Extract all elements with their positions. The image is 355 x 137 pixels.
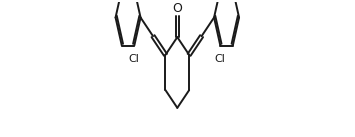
Text: Cl: Cl xyxy=(215,54,226,64)
Text: O: O xyxy=(173,2,182,15)
Text: Cl: Cl xyxy=(129,54,140,64)
